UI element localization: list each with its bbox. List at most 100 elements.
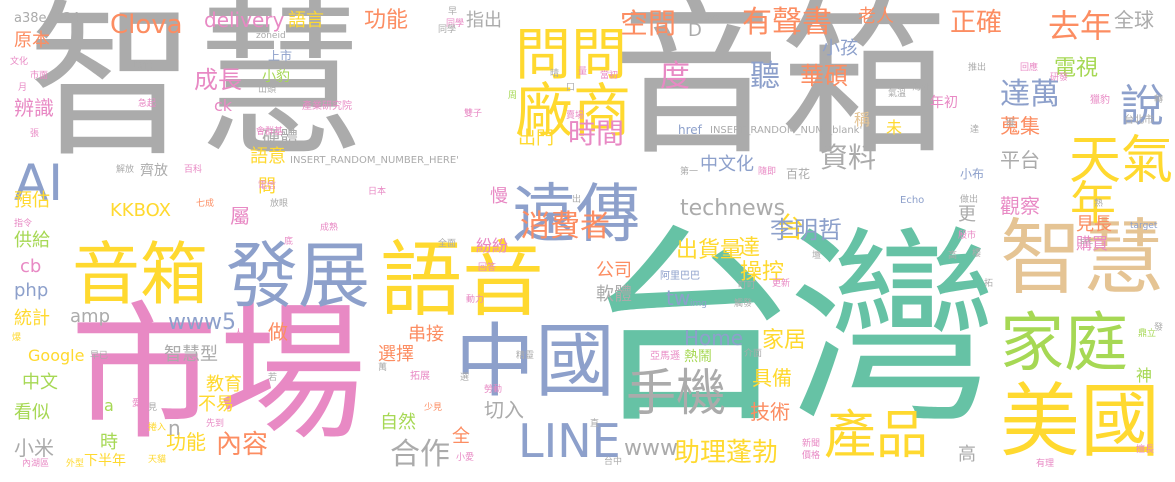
word-fangyan: 放眼 (270, 199, 289, 209)
word-huashuo: 華碩 (800, 62, 848, 90)
word-maichang: 賣場 (566, 111, 585, 121)
word-zhiling: 指令 (14, 219, 33, 229)
word-di: 底 (284, 237, 294, 247)
word-zhongwen: 中文 (22, 372, 58, 393)
word-youshengshu: 有聲書 (742, 5, 832, 40)
word-ziran: 自然 (380, 412, 416, 433)
word-gongneng: 功能 (364, 8, 409, 33)
word-jiaju: 家居 (762, 328, 807, 353)
word-shichang: 市場 (70, 288, 366, 460)
word-chuhuoliang: 出貨量 (676, 238, 743, 263)
word-laodong: 勞動 (484, 385, 503, 395)
word-fa: 發 (1154, 323, 1164, 333)
word-zhichu: 指出 (466, 10, 502, 31)
word-zhulipengbo: 助理蓬勃 (674, 438, 779, 468)
word-cb: cb (20, 256, 42, 277)
word-da: 達 (738, 236, 761, 261)
word-wenwen: 問問 (515, 23, 627, 88)
word-shen: 神 (1136, 366, 1153, 385)
word-shimian: 市面 (30, 71, 49, 81)
word-tianmao: 天貓 (148, 455, 167, 465)
word-hezuo: 合作 (390, 437, 450, 472)
word-baike: 百科 (184, 165, 203, 175)
word-xiaofeizhe: 消費者 (520, 209, 610, 244)
word-yue: 月 (18, 83, 28, 93)
word-huiqunji: 會群基 (256, 127, 284, 137)
word-n: n (168, 416, 181, 440)
word-gao: 高 (958, 444, 976, 465)
word-jiaoyu: 教育 (206, 374, 242, 395)
word-renao: 熱鬧 (684, 349, 712, 365)
word-bianshi: 辨識 (14, 96, 54, 120)
word-tw: tw (666, 286, 691, 310)
word-xiaohai: 小孩 (822, 38, 858, 59)
word-gongneng-small: 功能 (166, 430, 206, 454)
word-xiaoai: 小愛 (456, 453, 475, 463)
word-zhang: 張 (30, 129, 40, 139)
word-zhengque: 正確 (950, 8, 1003, 38)
word-yuanchuan: 遠傳 (512, 178, 640, 252)
word-kou: 口 (566, 83, 576, 93)
word-souji: 蒐集 (1000, 114, 1040, 138)
word-fenfen: 紛紛 (476, 236, 509, 255)
word-wen: 問 (258, 176, 276, 197)
word-buyi: 不易 (198, 394, 234, 415)
word-ck: ck (214, 96, 233, 115)
word-gao-small: 高 (948, 251, 958, 261)
word-target: target (1130, 221, 1158, 231)
word-jiefang: 解放 (116, 165, 135, 175)
word-chanpin: 產品 (824, 406, 929, 466)
word-zhihuixing: 智慧型 (164, 344, 218, 365)
word-zhihui-tan: 智慧 (1000, 211, 1165, 306)
word-clova: Clova (110, 10, 183, 40)
word-shuangzi: 雙子 (464, 109, 483, 119)
word-yingti: 硬體 (262, 128, 298, 149)
word-href: href (678, 123, 702, 137)
word-nianchu: 年初 (930, 95, 958, 111)
word-yuyin: 語音 (380, 233, 545, 328)
word-zaoyi: 早已 (90, 351, 109, 361)
word-tianqi: 天氣 (1068, 131, 1173, 191)
word-chufa: 觸發 (734, 299, 753, 309)
word-yugu: 預估 (14, 190, 50, 211)
word-fazhan: 發展 (226, 234, 371, 318)
word-jiqi: 急起 (138, 99, 157, 109)
word-alibaba: 阿里巴巴 (660, 271, 700, 282)
word-liebao: 獵豹 (1090, 95, 1110, 106)
word-xiabannian: 下半年 (84, 453, 126, 469)
word-nian: 年 (1070, 176, 1116, 230)
word-meiguo: 美國 (1000, 375, 1160, 468)
word-cheng: 稱 (854, 110, 871, 129)
word-caokong: 操控 (740, 260, 785, 285)
word-insert-random-number: INSERT_RANDOM_NUMBER_HERE' (290, 155, 459, 166)
word-taizhong: 台中 (604, 457, 623, 467)
word-qiwen: 氣溫 (888, 89, 907, 99)
word-dingli: 鼎立 (1138, 329, 1157, 339)
word-wan: 萬 (378, 363, 388, 373)
word-jubei: 具備 (752, 366, 792, 390)
word-ziliao: 資料 (820, 141, 877, 174)
word-jiating: 家庭 (1000, 307, 1128, 381)
word-shouji: 手機 (626, 364, 726, 422)
word-chumen: 出門 (518, 128, 554, 149)
word-tan: 壇 (812, 251, 822, 261)
word-qing: 晴 (550, 69, 560, 79)
word-technews: technews (680, 196, 786, 221)
word-xuanze: 選擇 (378, 344, 414, 365)
word-img: img (690, 299, 707, 309)
word-juanru: 捲入 (148, 423, 167, 433)
word-youli: 有理 (1036, 459, 1055, 469)
word-kkbox: KKBOX (110, 200, 171, 221)
word-zhi: 直 (590, 419, 600, 429)
word-tuo: 拓 (984, 279, 994, 289)
word-wenhua: 文化 (10, 57, 29, 67)
word-guancha: 觀察 (1000, 194, 1040, 218)
word-quanqiu: 全球 (1114, 8, 1154, 32)
word-qicheng: 七成 (196, 199, 215, 209)
word-chanye-yanjiuyuan: 產業研究院 (302, 101, 352, 112)
word-da-small: 達 (970, 125, 980, 135)
word-zuochu: 做出 (960, 195, 979, 205)
word-bai: 擺 (1006, 119, 1016, 129)
word-ai-small: 愛 (132, 399, 142, 409)
word-xinwen: 新聞 (802, 439, 821, 449)
